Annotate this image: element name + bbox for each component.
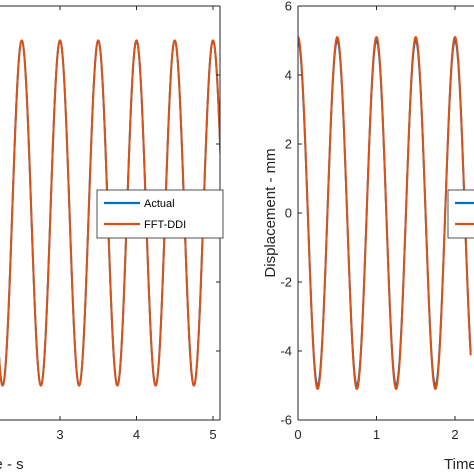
right-y-tick-label: 2 (285, 137, 292, 152)
right-y-tick-label: 0 (285, 206, 292, 221)
left-legend-label-actual: Actual (144, 198, 175, 210)
right-y-tick-label: 4 (285, 68, 292, 83)
left-legend-box (96, 189, 224, 239)
left-x-axis-label: Time - s (0, 456, 24, 473)
left-legend: Actual FFT-DDI (96, 189, 224, 239)
right-x-tick-label: 1 (373, 427, 380, 442)
right-y-tick-label: -4 (280, 344, 292, 359)
left-x-tick-label: 4 (133, 427, 140, 442)
right-y-tick-label: 6 (285, 0, 292, 14)
right-x-tick-label: 0 (294, 427, 301, 442)
right-plot: 0 1 2 -6 -4 -2 0 2 4 6 Displacement - mm Time - s (262, 0, 474, 473)
right-x-tick-label: 2 (451, 427, 458, 442)
left-x-tick-label: 3 (56, 427, 63, 442)
right-legend (447, 189, 474, 239)
left-plot: 3 4 5 Actual FFT-DDI Time - s (0, 5, 224, 473)
right-y-tick-label: -2 (280, 275, 292, 290)
left-x-tick-label: 5 (209, 427, 216, 442)
right-y-axis-label: Displacement - mm (262, 148, 279, 277)
right-legend-box (447, 189, 474, 239)
right-series-fft-ddi-line (298, 35, 472, 391)
left-legend-label-fft-ddi: FFT-DDI (144, 219, 186, 231)
left-series-fft-ddi-line (0, 39, 220, 387)
right-x-axis-label: Time - s (444, 456, 474, 473)
right-y-tick-label: -6 (280, 413, 292, 428)
